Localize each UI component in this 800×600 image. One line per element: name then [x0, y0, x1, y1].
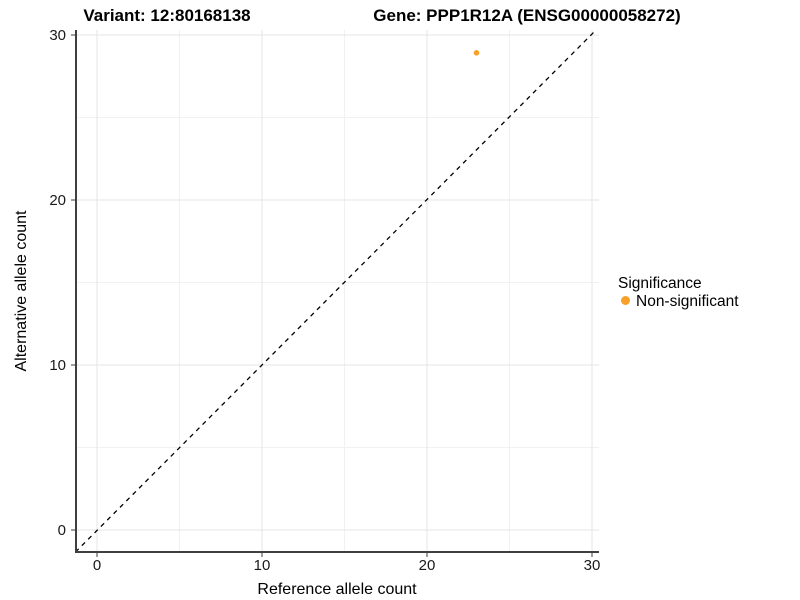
legend-swatch-non-significant — [621, 296, 630, 305]
legend-title: Significance — [618, 275, 702, 292]
legend-item-label: Non-significant — [636, 293, 739, 310]
y-tick-0: 0 — [58, 522, 66, 539]
major-gridlines — [76, 30, 599, 552]
legend: Significance Non-significant — [618, 275, 739, 310]
identity-diagonal-line — [75, 30, 596, 553]
y-axis-title: Alternative allele count — [13, 210, 30, 372]
x-tick-0: 0 — [93, 557, 101, 574]
tick-marks — [71, 34, 593, 557]
y-tick-labels: 0 10 20 30 — [49, 27, 66, 539]
variant-title: Variant: 12:80168138 — [83, 6, 250, 25]
x-axis-title: Reference allele count — [257, 581, 417, 598]
gene-title: Gene: PPP1R12A (ENSG00000058272) — [373, 6, 680, 25]
y-tick-30: 30 — [49, 27, 66, 44]
y-tick-10: 10 — [49, 357, 66, 374]
axis-lines — [75, 30, 599, 553]
x-tick-10: 10 — [254, 557, 271, 574]
x-tick-labels: 0 10 20 30 — [93, 557, 601, 574]
y-tick-20: 20 — [49, 192, 66, 209]
data-point-non-significant — [473, 50, 480, 56]
x-tick-20: 20 — [419, 557, 436, 574]
x-tick-30: 30 — [584, 557, 601, 574]
